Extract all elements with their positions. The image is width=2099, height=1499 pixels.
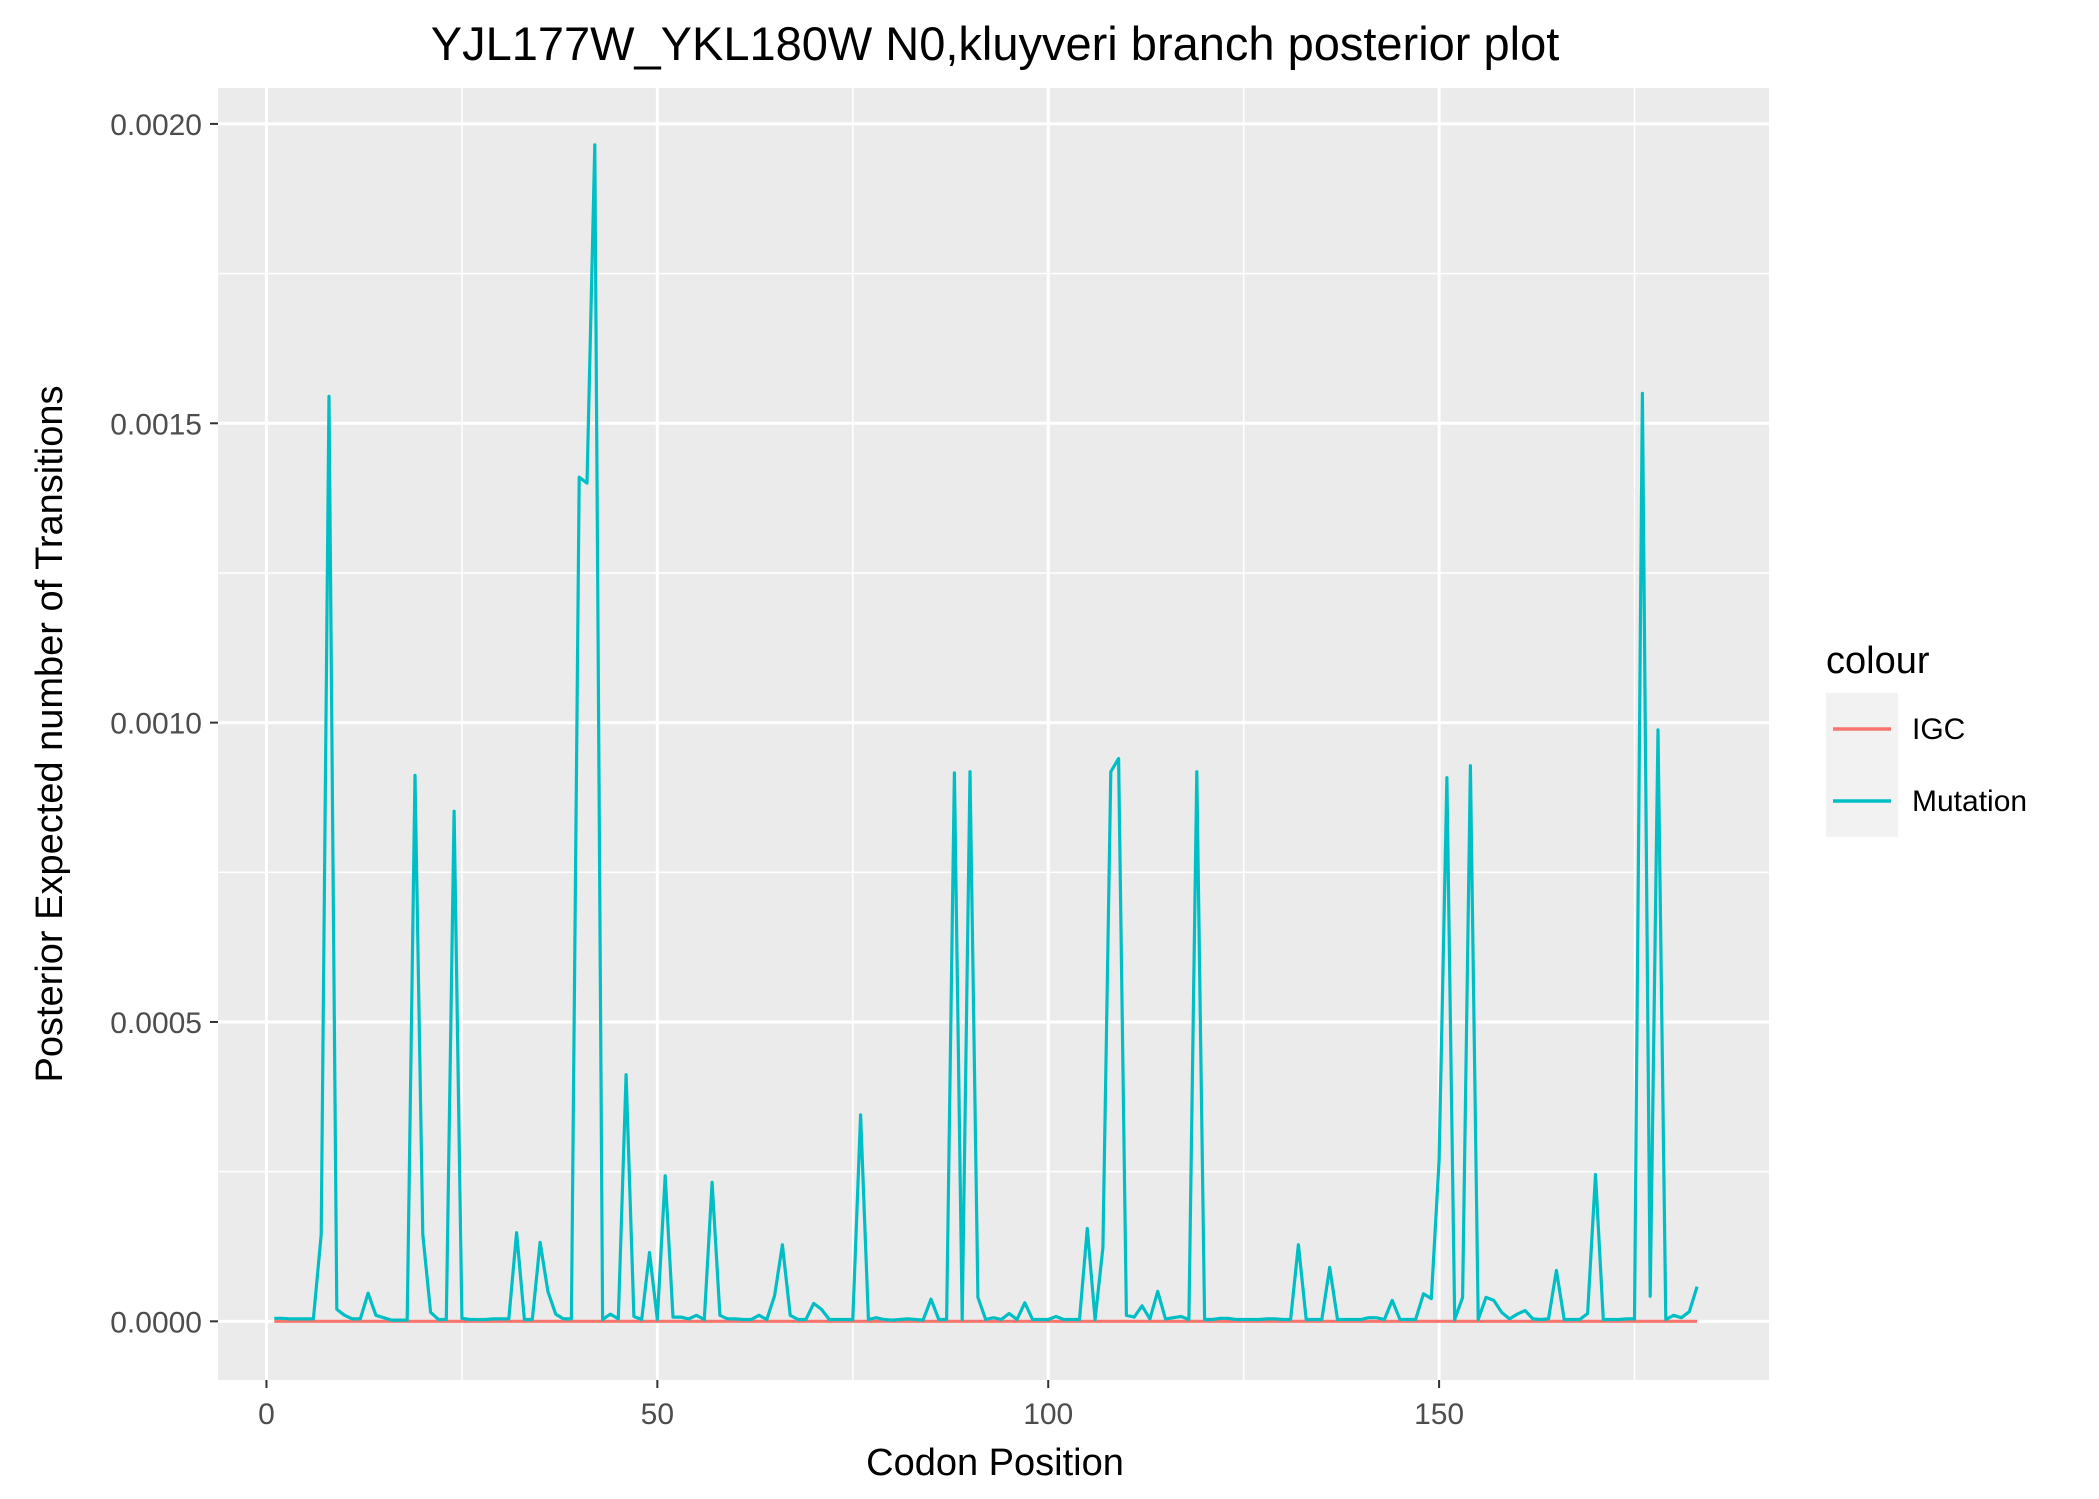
- legend-title: colour: [1826, 640, 1930, 682]
- plot-panel: [218, 88, 1769, 1380]
- legend-label-igc: IGC: [1912, 713, 1965, 746]
- grid-minor: [218, 88, 1769, 1380]
- y-tick-label: 0.0000: [110, 1306, 202, 1339]
- x-tick-label: 150: [1414, 1398, 1464, 1431]
- legend-items: IGC Mutation: [1826, 693, 2027, 837]
- y-axis: 0.0000 0.0005 0.0010 0.0015 0.0020: [110, 109, 218, 1339]
- y-tick-label: 0.0010: [110, 708, 202, 741]
- y-tick-label: 0.0015: [110, 408, 202, 441]
- y-tick-label: 0.0005: [110, 1007, 202, 1040]
- y-tick-label: 0.0020: [110, 109, 202, 142]
- y-axis-title: Posterior Expected number of Transitions: [29, 385, 71, 1082]
- x-axis: 0 50 100 150: [258, 1380, 1464, 1431]
- chart-title: YJL177W_YKL180W N0,kluyveri branch poste…: [431, 17, 1560, 70]
- x-tick-label: 0: [258, 1398, 275, 1431]
- x-axis-title: Codon Position: [866, 1442, 1124, 1484]
- series-layer: [274, 143, 1699, 1323]
- legend: colour IGC Mutation: [1826, 640, 2027, 837]
- series-line-mutation: [274, 143, 1699, 1322]
- x-tick-label: 100: [1023, 1398, 1073, 1431]
- x-tick-label: 50: [641, 1398, 674, 1431]
- legend-label-mutation: Mutation: [1912, 785, 2027, 818]
